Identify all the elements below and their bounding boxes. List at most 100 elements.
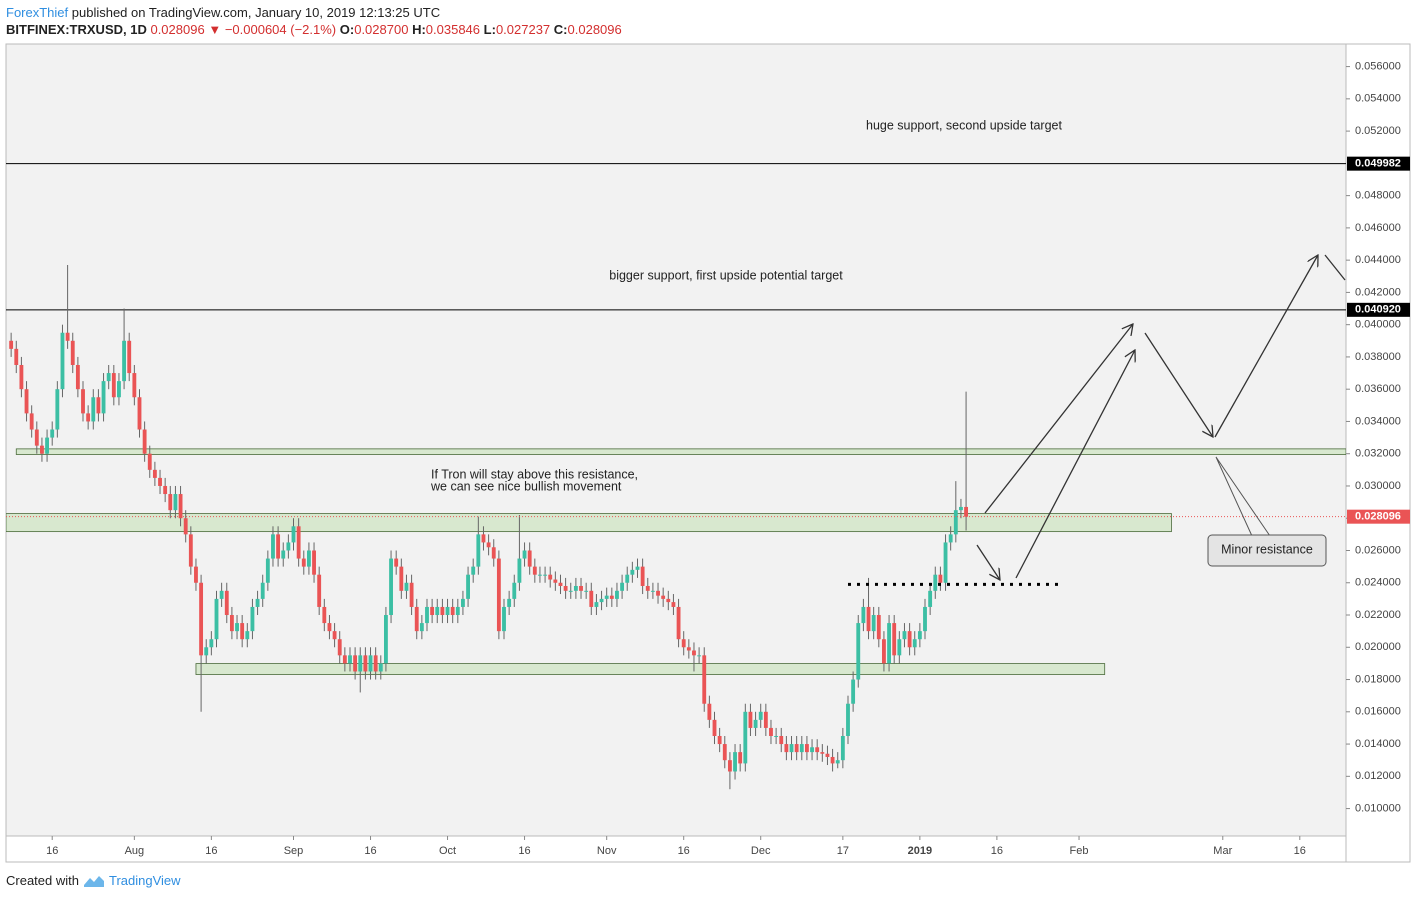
y-tick-label: 0.014000: [1355, 738, 1401, 750]
candle-body: [861, 606, 866, 624]
candle-body: [733, 752, 737, 772]
candle-body: [527, 550, 532, 567]
candle-body: [55, 389, 60, 430]
level-label: 0.049982: [1355, 158, 1401, 170]
arrow: [976, 544, 1000, 580]
callout-pointer: [1215, 456, 1271, 537]
candle-body: [389, 558, 393, 616]
candle-body: [661, 595, 666, 599]
candle-body: [589, 590, 594, 607]
candle-body: [358, 655, 363, 672]
candle-body: [620, 582, 625, 591]
annotation: If Tron will stay above this resistance,: [431, 467, 638, 481]
arrow: [1214, 255, 1318, 438]
candle-body: [517, 558, 522, 583]
level-label-box: [1347, 302, 1410, 317]
y-tick-label: 0.022000: [1355, 609, 1401, 621]
candle-body: [615, 590, 619, 599]
y-tick-label: 0.032000: [1355, 448, 1401, 460]
ohlc-value: 0.027237: [495, 22, 551, 37]
arrow: [1144, 332, 1213, 437]
candle-body: [666, 598, 671, 603]
symbol-line: BITFINEX:TRXUSD, 1D 0.028096 ▼ −0.000604…: [6, 22, 625, 37]
candle-body: [317, 574, 322, 607]
candle-body: [481, 534, 486, 543]
candle-body: [399, 566, 404, 591]
zone: [195, 663, 1106, 675]
candle-body: [122, 340, 127, 382]
candle-body: [933, 574, 938, 591]
candle-body: [866, 606, 871, 632]
candle-body: [835, 760, 840, 764]
candle-body: [435, 606, 440, 616]
x-tick-label: Nov: [597, 845, 617, 857]
candle-body: [532, 566, 537, 575]
candle-body: [65, 332, 70, 341]
zone: [15, 448, 1346, 455]
candle-body: [609, 595, 614, 599]
candle-body: [240, 623, 245, 640]
candle-body: [461, 598, 465, 607]
annotation: bigger support, first upside potential t…: [609, 268, 843, 282]
candle-body: [209, 639, 214, 648]
x-tick-label: 16: [46, 845, 58, 857]
candle-body: [712, 719, 717, 736]
candle-body: [450, 606, 455, 616]
candle-body: [409, 582, 414, 607]
candle-body: [183, 518, 188, 535]
candle-body: [496, 558, 501, 632]
candle-body: [804, 744, 809, 753]
candle-body: [34, 429, 39, 446]
candle-body: [640, 566, 645, 586]
candle-body: [235, 623, 239, 632]
candle-body: [784, 744, 789, 753]
candle-body: [928, 590, 933, 607]
candle-body: [604, 595, 609, 599]
candle-body: [276, 534, 281, 559]
candle-body: [763, 711, 768, 728]
candle-body: [625, 574, 630, 583]
candle-body: [948, 534, 953, 543]
candle-body: [24, 389, 29, 414]
candle-body: [301, 558, 306, 567]
candle-body: [887, 623, 891, 664]
annotation: huge support, second upside target: [866, 118, 1062, 132]
y-tick-label: 0.010000: [1355, 802, 1401, 814]
candle-body: [404, 582, 409, 591]
candle-body: [799, 744, 804, 753]
x-tick-label: Mar: [1213, 845, 1232, 857]
candle-body: [50, 429, 55, 438]
x-tick-label: Sep: [284, 845, 304, 857]
candle-body: [163, 485, 168, 495]
candle-body: [296, 526, 301, 559]
candle-body: [260, 582, 265, 599]
x-tick-label: Dec: [751, 845, 771, 857]
candle-body: [722, 744, 727, 761]
candle-body: [348, 655, 352, 664]
candle-body: [964, 506, 969, 517]
x-tick-label: 16: [678, 845, 690, 857]
candle-body: [650, 590, 655, 592]
brand[interactable]: TradingView: [108, 873, 181, 888]
candle-body: [938, 574, 943, 583]
candle-body: [789, 744, 794, 753]
candle-body: [147, 453, 152, 470]
candle-body: [717, 735, 722, 745]
candle-body: [378, 663, 383, 672]
logo: [83, 875, 104, 887]
candle-body: [281, 550, 286, 559]
symbol: BITFINEX:TRXUSD, 1D: [6, 22, 147, 37]
candle-body: [204, 647, 209, 656]
candle-body: [902, 631, 907, 640]
arrow: [1324, 254, 1346, 281]
author[interactable]: ForexThief: [6, 5, 69, 20]
candle-body: [445, 606, 450, 616]
candle-body: [579, 585, 583, 591]
level-label: 0.040920: [1355, 304, 1401, 316]
candle-body: [917, 631, 922, 640]
y-tick-label: 0.054000: [1355, 93, 1401, 105]
candle-body: [738, 752, 743, 764]
candle-body: [178, 494, 183, 519]
candle-body: [543, 574, 548, 576]
candle-body: [101, 381, 106, 414]
